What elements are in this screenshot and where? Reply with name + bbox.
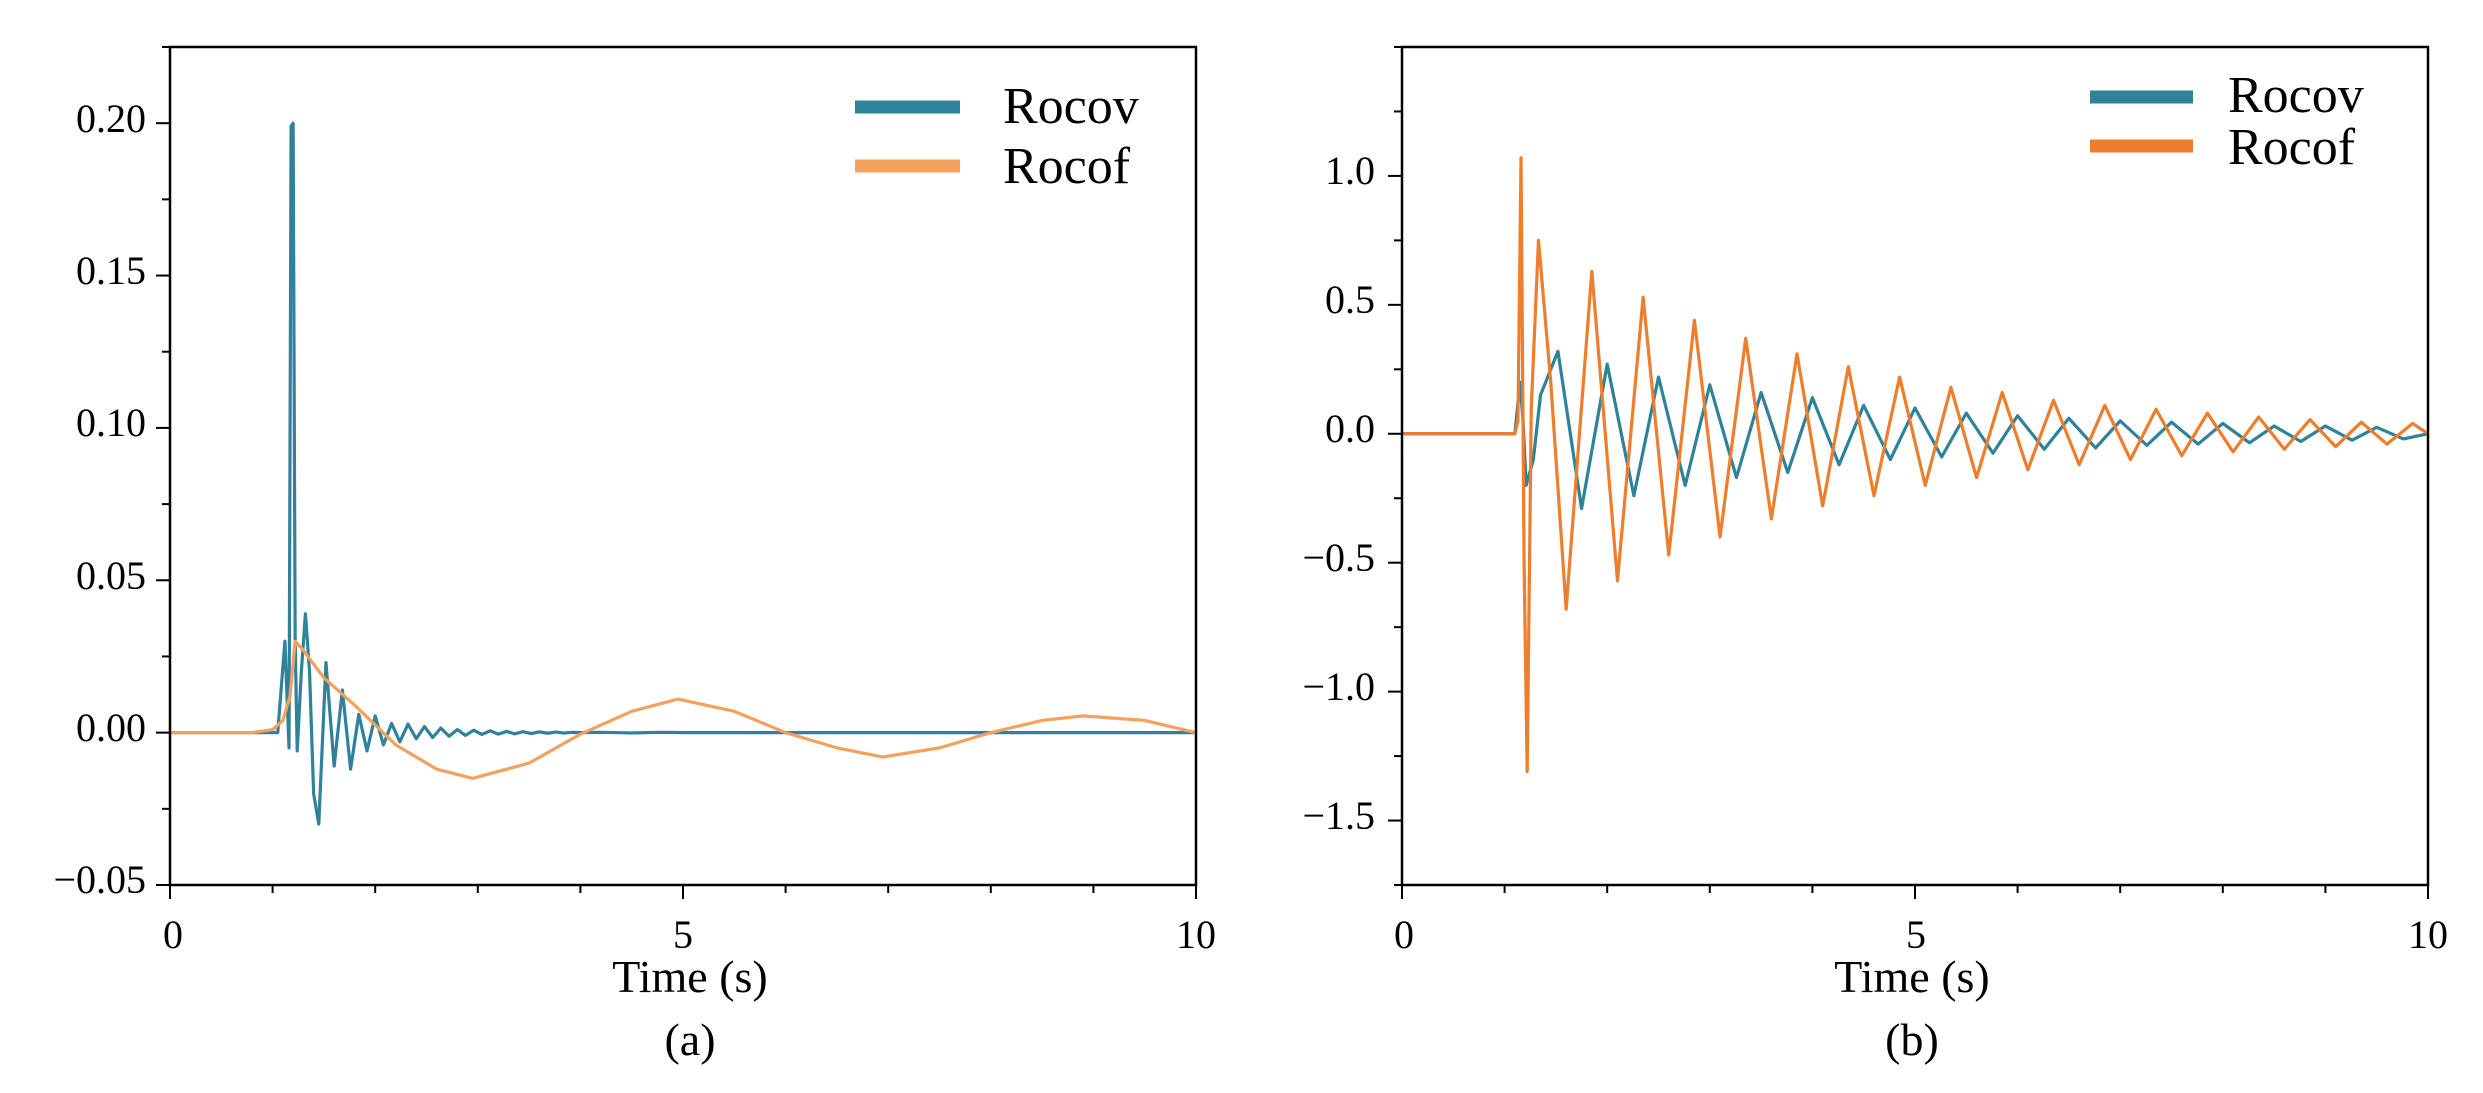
panel-a: −0.05 0.00 0.05 0.10 0.15 0.20 0 5 10 Ti… bbox=[53, 45, 1216, 1065]
panel-b-ytick-label: −1.5 bbox=[1302, 793, 1375, 838]
panel-b-series-rocof-line bbox=[1402, 156, 2428, 774]
panel-a-series-rocof-line bbox=[170, 639, 1196, 780]
panel-a-xtick-label: 10 bbox=[1176, 912, 1216, 957]
panel-a-ytick-label: 0.20 bbox=[76, 96, 146, 141]
panel-b-x-axis-label: Time (s) bbox=[1834, 951, 1990, 1002]
panel-a-legend-label-rocof: Rocof bbox=[1003, 138, 1131, 195]
panel-b-caption: (b) bbox=[1885, 1014, 1939, 1065]
panel-b-tick-layer bbox=[1388, 46, 2429, 899]
panel-a-ytick-label: 0.10 bbox=[76, 400, 146, 445]
panel-a-xtick-label: 0 bbox=[163, 912, 183, 957]
panel-a-xtick-label: 5 bbox=[673, 912, 693, 957]
panel-b-ytick-label: 0.0 bbox=[1325, 406, 1375, 451]
panel-b-series-rocov-line bbox=[1402, 349, 2428, 511]
panel-b-xtick-label: 5 bbox=[1906, 912, 1926, 957]
panel-b-ytick-label: 0.5 bbox=[1325, 277, 1375, 322]
panel-a-series-layer bbox=[170, 121, 1196, 826]
panel-a-ytick-label: 0.15 bbox=[76, 248, 146, 293]
panel-b-ytick-label: 1.0 bbox=[1325, 148, 1375, 193]
panel-a-ytick-label: −0.05 bbox=[53, 857, 146, 902]
panel-a-ytick-label: 0.00 bbox=[76, 705, 146, 750]
panel-b-xtick-label: 10 bbox=[2408, 912, 2448, 957]
panel-b-legend-label-rocof: Rocof bbox=[2228, 119, 2356, 176]
panel-a-legend-label-rocov: Rocov bbox=[1003, 78, 1139, 135]
panel-a-x-axis-label: Time (s) bbox=[612, 951, 768, 1002]
panel-a-caption: (a) bbox=[664, 1014, 715, 1065]
panel-b-series-layer bbox=[1402, 156, 2428, 774]
panel-a-legend: Rocov Rocof bbox=[855, 78, 1139, 195]
panel-b-ytick-label: −1.0 bbox=[1302, 664, 1375, 709]
panel-b-legend: Rocov Rocof bbox=[2090, 67, 2364, 176]
panel-a-ytick-label: 0.05 bbox=[76, 553, 146, 598]
panel-b-legend-label-rocov: Rocov bbox=[2228, 67, 2364, 124]
panel-a-tick-layer bbox=[156, 46, 1197, 899]
panel-b: −1.5 −1.0 −0.5 0.0 0.5 1.0 0 5 10 Time (… bbox=[1302, 45, 2448, 1065]
panel-b-xtick-label: 0 bbox=[1394, 912, 1414, 957]
panel-b-ytick-label: −0.5 bbox=[1302, 535, 1375, 580]
